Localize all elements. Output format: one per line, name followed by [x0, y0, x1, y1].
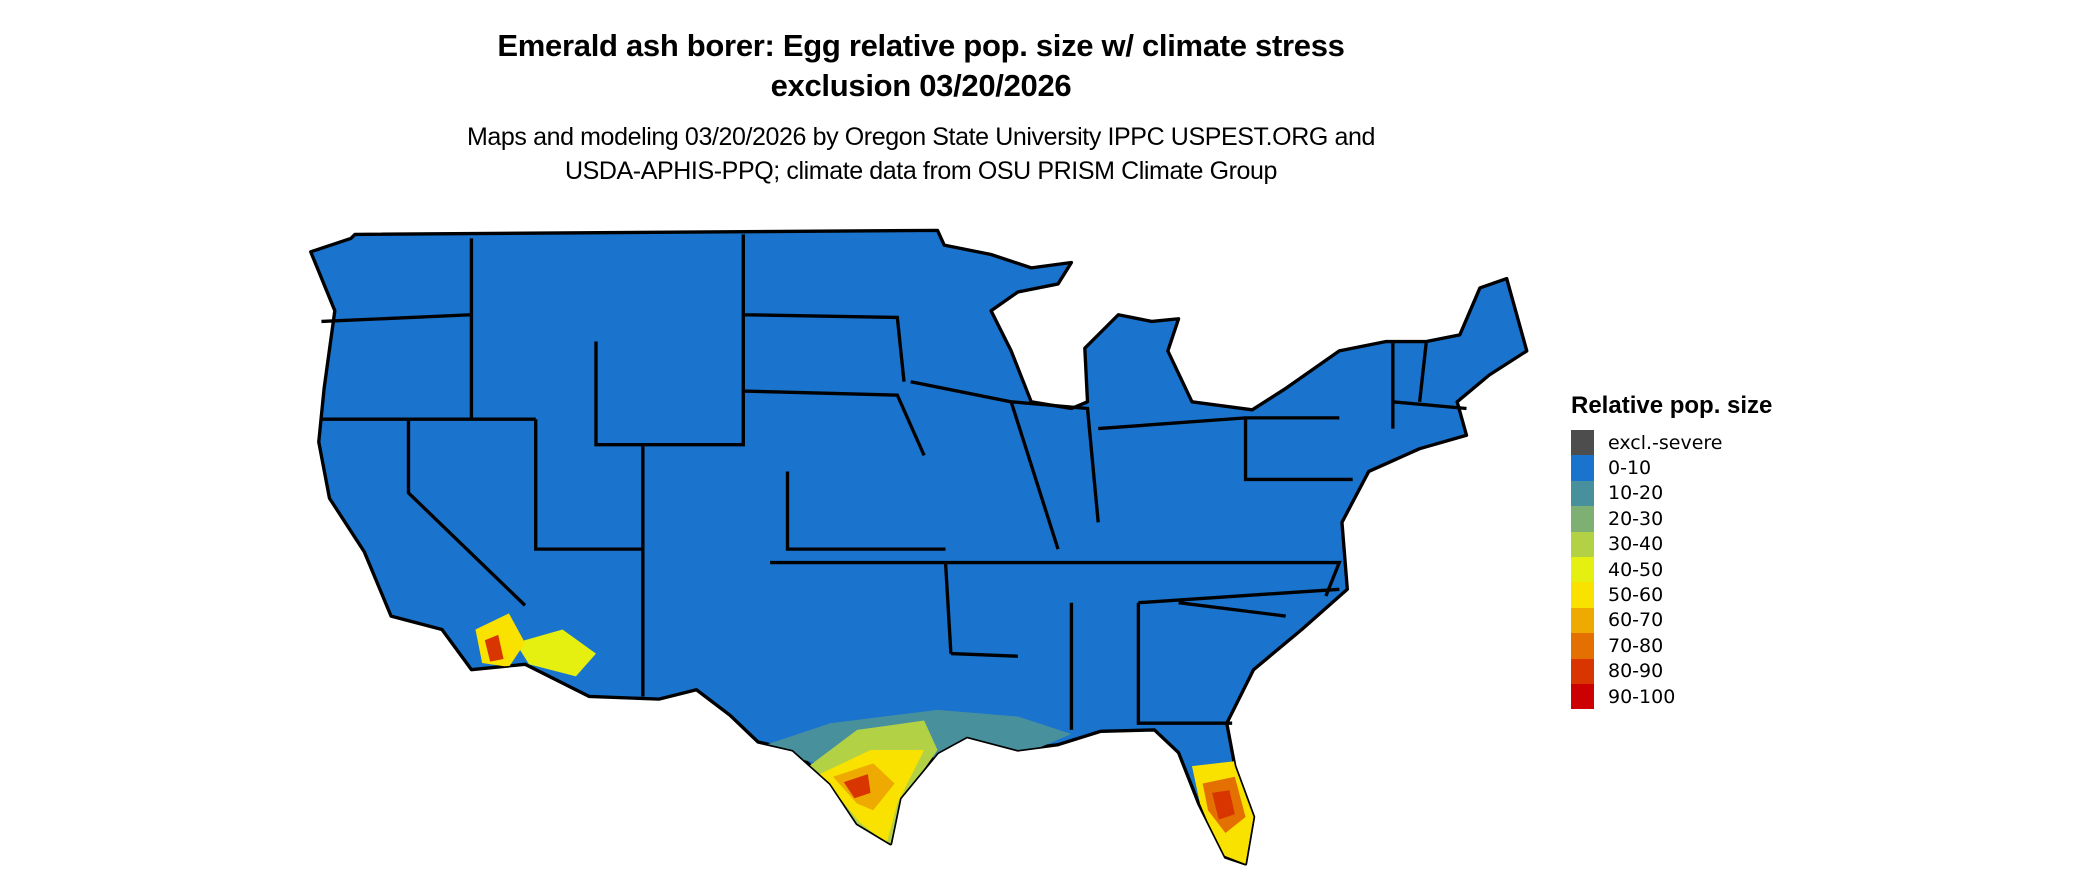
- legend-label: 60-70: [1608, 609, 1664, 632]
- legend-label: 10-20: [1608, 482, 1664, 505]
- legend-label: excl.-severe: [1608, 431, 1723, 454]
- legend: Relative pop. size excl.-severe 0-10 10-20…: [1571, 392, 1773, 710]
- legend-label: 30-40: [1608, 533, 1664, 556]
- legend-item: 0-10: [1571, 455, 1772, 481]
- legend-item: 80-90: [1571, 658, 1772, 684]
- legend-swatch: [1571, 455, 1594, 481]
- legend-item: 90-100: [1571, 683, 1772, 710]
- legend-title: Relative pop. size: [1571, 392, 1773, 419]
- legend-swatch: [1571, 633, 1594, 659]
- chart-title-line2: exclusion 03/20/2026: [770, 68, 1072, 103]
- legend-swatch: [1571, 531, 1594, 557]
- legend-swatch: [1571, 683, 1594, 710]
- arizona-yellow: [515, 629, 596, 677]
- legend-label: 70-80: [1608, 634, 1664, 657]
- california-red: [484, 634, 504, 662]
- legend-item: 10-20: [1571, 480, 1772, 507]
- legend-item: 60-70: [1571, 607, 1772, 634]
- legend-label: 50-60: [1608, 584, 1664, 607]
- conus-fill: [309, 228, 1529, 866]
- legend-swatch: [1571, 556, 1594, 583]
- state-borders: [321, 234, 1467, 730]
- legend-item: 40-50: [1571, 556, 1772, 583]
- chart-subtitle-line2: USDA-APHIS-PPQ; climate data from OSU PR…: [564, 157, 1278, 185]
- legend-swatch: [1571, 607, 1594, 634]
- legend-label: 20-30: [1608, 507, 1664, 530]
- legend-label: 90-100: [1608, 685, 1676, 708]
- legend-swatch: [1571, 658, 1594, 684]
- south-texas-red: [843, 774, 871, 799]
- california-yellow: [475, 613, 525, 667]
- chart-subtitle-line1: Maps and modeling 03/20/2026 by Oregon S…: [467, 123, 1375, 151]
- legend-label: 40-50: [1608, 558, 1664, 581]
- legend-item: 30-40: [1571, 531, 1772, 557]
- legend-item: 70-80: [1571, 633, 1772, 659]
- conus-outline: [309, 228, 1529, 866]
- legend-label: 80-90: [1608, 660, 1664, 683]
- legend-item: excl.-severe: [1571, 430, 1772, 456]
- legend-swatch: [1571, 582, 1594, 608]
- legend-label: 0-10: [1608, 457, 1652, 480]
- legend-swatch: [1571, 506, 1594, 532]
- legend-swatch: [1571, 480, 1594, 507]
- legend-item: 50-60: [1571, 582, 1772, 608]
- legend-item: 20-30: [1571, 506, 1772, 532]
- florida-red: [1212, 790, 1235, 820]
- chart-title-line1: Emerald ash borer: Egg relative pop. siz…: [497, 28, 1345, 63]
- legend-swatch: [1571, 430, 1594, 456]
